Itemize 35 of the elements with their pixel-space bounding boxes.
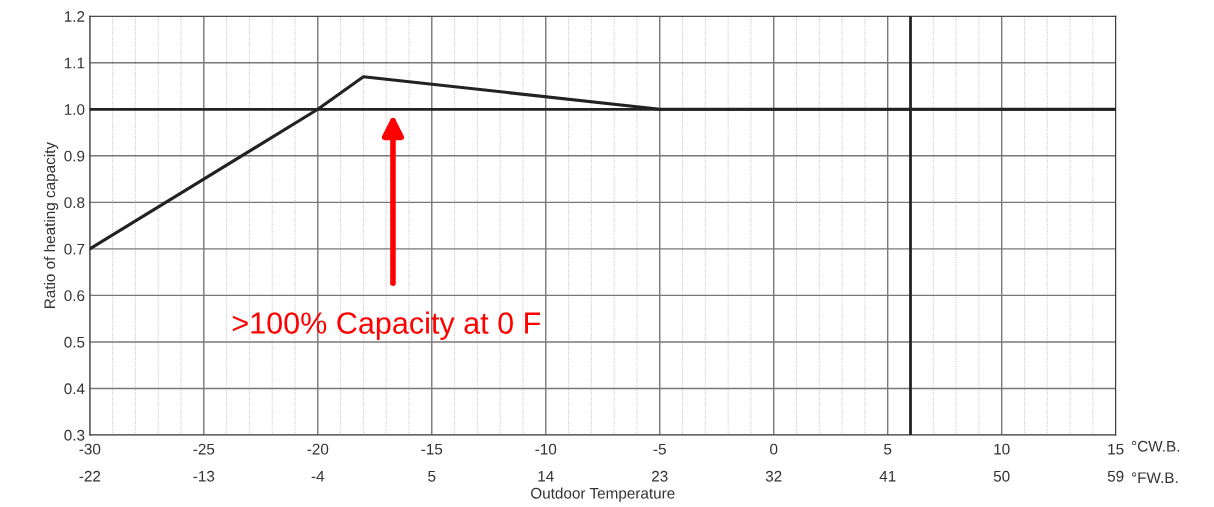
x-tick-label: -5 xyxy=(653,443,666,455)
y-tick-label: 0.9 xyxy=(64,150,85,162)
x2-tick-label: -22 xyxy=(79,470,101,482)
text: °CW.B. xyxy=(1131,440,1180,452)
x-axis-title: Outdoor Temperature xyxy=(531,487,675,502)
x2-tick-label: 5 xyxy=(428,470,436,482)
x-tick-label: 0 xyxy=(770,443,778,455)
y-tick-label: 0.8 xyxy=(64,197,85,209)
x-tick-label: -20 xyxy=(307,443,329,455)
x2-tick-label: 14 xyxy=(538,470,554,482)
y-tick-label: 0.5 xyxy=(64,336,85,348)
x2-tick-label: 32 xyxy=(765,470,782,482)
y-tick-label: 1.0 xyxy=(64,104,85,115)
x-tick-label: 15 xyxy=(1108,443,1124,455)
x2-tick-label: 41 xyxy=(879,470,896,482)
x2-tick-label: -13 xyxy=(193,470,215,482)
x2-tick-label: 59 xyxy=(1107,470,1124,482)
y-axis-title: Ratio of heating capacity xyxy=(43,141,59,309)
x2-tick-label: 50 xyxy=(993,470,1010,482)
x-tick-label: -30 xyxy=(79,443,101,455)
x-tick-label: -10 xyxy=(535,443,557,455)
y-tick-label: 1.1 xyxy=(64,57,85,69)
y-tick-label: 0.7 xyxy=(64,243,85,255)
x-tick-label: -15 xyxy=(421,443,443,455)
x-tick-label: -25 xyxy=(193,443,215,455)
y-tick-label: 0.3 xyxy=(64,429,85,441)
x2-tick-label: -4 xyxy=(311,470,325,482)
text: °FW.B. xyxy=(1131,472,1178,483)
y-tick-label: 0.6 xyxy=(64,290,85,302)
x-tick-label: 10 xyxy=(994,443,1010,455)
annotation: >100% Capacity at 0 F xyxy=(232,311,541,340)
x-tick-label: 5 xyxy=(884,443,892,455)
x2-tick-label: 23 xyxy=(652,470,668,482)
y-tick-label: 1.2 xyxy=(64,11,85,22)
y-tick-label: 0.4 xyxy=(64,383,85,395)
